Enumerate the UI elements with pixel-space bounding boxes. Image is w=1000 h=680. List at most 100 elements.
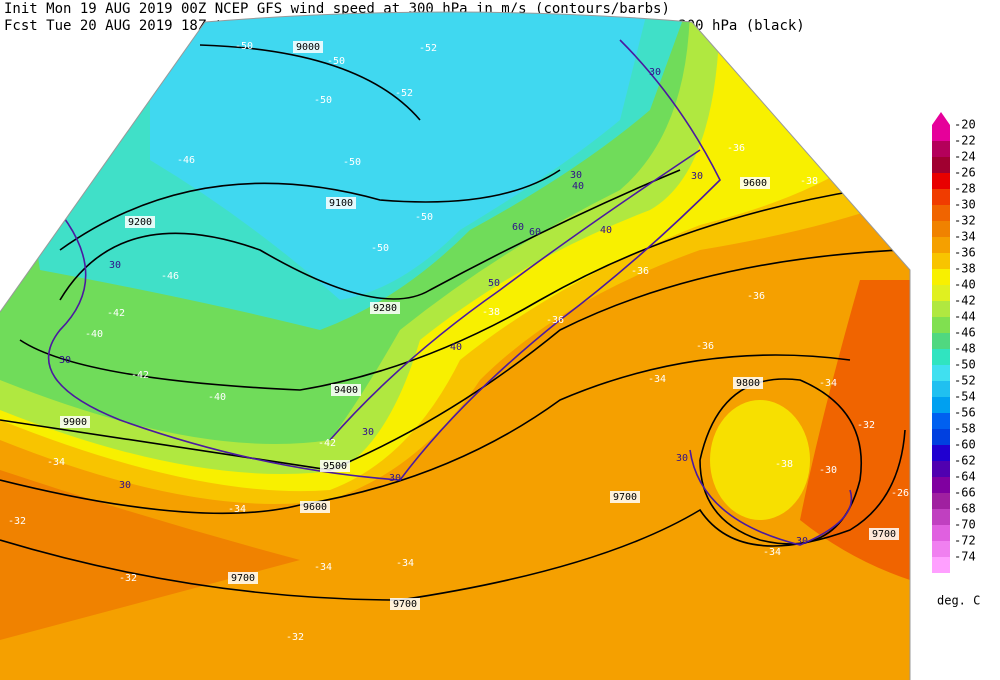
- colorbar-swatch: [932, 237, 950, 253]
- wind-label: 30: [389, 473, 401, 484]
- colorbar-swatch: [932, 125, 950, 141]
- colorbar-label: -62: [954, 454, 976, 468]
- colorbar-swatch: [932, 333, 950, 349]
- colorbar-label: -28: [954, 182, 976, 196]
- temperature-label: -34: [47, 457, 65, 468]
- colorbar-swatch: [932, 461, 950, 477]
- temperature-label: -52: [395, 88, 413, 99]
- wind-label: 60: [512, 222, 524, 233]
- colorbar-swatch: [932, 525, 950, 541]
- colorbar-swatch: [932, 221, 950, 237]
- wind-label: 40: [600, 225, 612, 236]
- wind-label: 30: [570, 170, 582, 181]
- temperature-label: -50: [235, 41, 253, 52]
- height-label: 9200: [128, 217, 152, 228]
- colorbar-label: -24: [954, 150, 976, 164]
- height-label: 9900: [63, 417, 87, 428]
- colorbar-swatch: [932, 141, 950, 157]
- wind-label: 30: [649, 67, 661, 78]
- label-box: [370, 302, 400, 314]
- label-box: [228, 572, 258, 584]
- wind-label: 30: [362, 427, 374, 438]
- height-label: 9700: [613, 492, 637, 503]
- height-label: 9100: [329, 198, 353, 209]
- temperature-label: -34: [648, 374, 666, 385]
- colorbar-swatch: [932, 493, 950, 509]
- label-box: [326, 197, 356, 209]
- colorbar-label: -38: [954, 262, 976, 276]
- height-label: 9400: [334, 385, 358, 396]
- colorbar-label: -56: [954, 406, 976, 420]
- colorbar-swatch: [932, 253, 950, 269]
- colorbar-label: -72: [954, 534, 976, 548]
- temperature-label: -30: [819, 465, 837, 476]
- label-box: [300, 501, 330, 513]
- label-box: [60, 416, 90, 428]
- temperature-label: -34: [396, 558, 414, 569]
- colorbar-label: -34: [954, 230, 976, 244]
- colorbar-swatch: [932, 445, 950, 461]
- colorbar-label: -68: [954, 502, 976, 516]
- colorbar-label: -44: [954, 310, 976, 324]
- temperature-label: -34: [228, 504, 246, 515]
- colorbar-swatch: [932, 541, 950, 557]
- colorbar-swatch: [932, 429, 950, 445]
- height-label: 9800: [736, 378, 760, 389]
- colorbar-label: -66: [954, 486, 976, 500]
- colorbar-swatch: [932, 365, 950, 381]
- temperature-label: -52: [419, 43, 437, 54]
- colorbar-label: -64: [954, 470, 976, 484]
- temperature-label: -32: [857, 420, 875, 431]
- height-label: 9700: [393, 599, 417, 610]
- colorbar-label: -52: [954, 374, 976, 388]
- temperature-label: -36: [727, 143, 745, 154]
- colorbar-label: -58: [954, 422, 976, 436]
- temperature-label: -50: [343, 157, 361, 168]
- label-box: [390, 598, 420, 610]
- height-label: 9700: [231, 573, 255, 584]
- colorbar-label: -50: [954, 358, 976, 372]
- colorbar-label: -22: [954, 134, 976, 148]
- colorbar-swatch: [932, 557, 950, 573]
- colorbar-label: -40: [954, 278, 976, 292]
- temperature-label: -38: [482, 307, 500, 318]
- temperature-label: -36: [631, 266, 649, 277]
- colorbar-label: -20: [954, 118, 976, 132]
- height-label: 9000: [296, 42, 320, 53]
- temperature-label: -50: [415, 212, 433, 223]
- colorbar-swatch: [932, 397, 950, 413]
- colorbar-label: -60: [954, 438, 976, 452]
- temperature-label: -42: [131, 370, 149, 381]
- temperature-label: -42: [107, 308, 125, 319]
- wind-label: 60: [529, 227, 541, 238]
- temperature-label: -34: [314, 562, 332, 573]
- wind-label: 50: [488, 278, 500, 289]
- temperature-label: -40: [85, 329, 103, 340]
- label-box: [740, 177, 770, 189]
- colorbar-label: -74: [954, 550, 976, 564]
- height-label: 9500: [323, 461, 347, 472]
- temperature-label: -50: [371, 243, 389, 254]
- wind-label: 30: [676, 453, 688, 464]
- colorbar-label: -42: [954, 294, 976, 308]
- temperature-label: -36: [747, 291, 765, 302]
- colorbar-swatch: [932, 157, 950, 173]
- height-label: 9600: [743, 178, 767, 189]
- temperature-label: -38: [800, 176, 818, 187]
- colorbar-swatch: [932, 173, 950, 189]
- colorbar-swatch: [932, 301, 950, 317]
- colorbar-swatch: [932, 509, 950, 525]
- temperature-label: -46: [177, 155, 195, 166]
- colorbar-label: -36: [954, 246, 976, 260]
- temperature-label: -32: [8, 516, 26, 527]
- temperature-label: -32: [286, 632, 304, 643]
- colorbar-unit: deg. C: [937, 594, 980, 608]
- label-box: [733, 377, 763, 389]
- label-box: [610, 491, 640, 503]
- height-label: 9280: [373, 303, 397, 314]
- label-box: [331, 384, 361, 396]
- colorbar-swatch: [932, 413, 950, 429]
- temperature-label: -36: [696, 341, 714, 352]
- colorbar-arrow: [932, 112, 950, 125]
